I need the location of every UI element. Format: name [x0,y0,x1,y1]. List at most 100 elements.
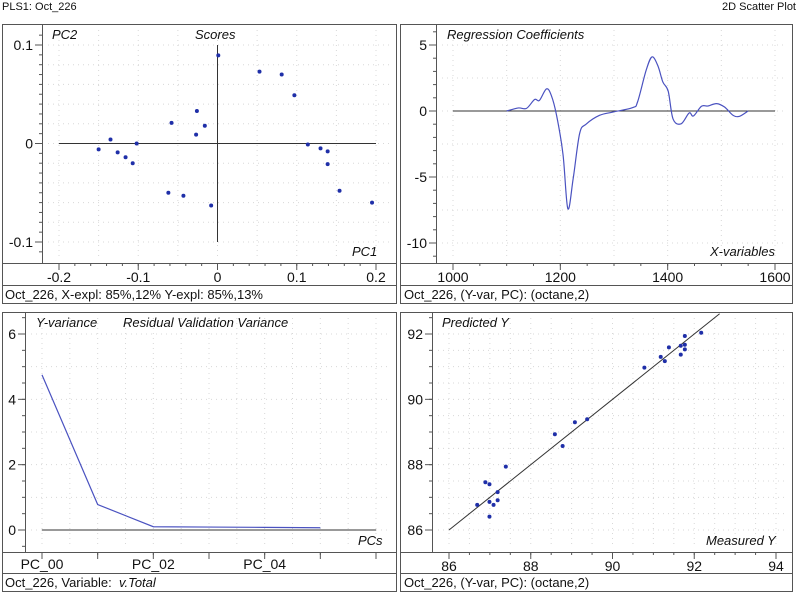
data-point [337,188,342,193]
data-point [552,432,557,437]
regcoef-title: Regression Coefficients [447,27,585,42]
y-tick-label: 0 [25,136,33,152]
panel-frame [400,312,793,592]
data-point [318,146,323,151]
data-point [108,137,113,142]
y-tick-label: 4 [8,391,16,407]
chart-panel-1: -10 -5 0 5 1000 1200 1400 1600 [400,24,793,304]
variance-footer-variable: v.Total [118,575,156,590]
data-point [257,69,262,74]
scores-footer: Oct_226, X-expl: 85%,12% Y-expl: 85%,13% [5,287,263,302]
y-tick-label: 2 [8,457,16,473]
data-point [682,342,687,347]
data-point [325,162,330,167]
data-point [682,347,687,352]
data-point [194,132,199,137]
data-point [169,120,174,125]
x-tick-label: 1400 [652,269,683,285]
x-tick-label: 0 [214,269,222,285]
variance-footer: Oct_226, Variable: v.Total [5,575,156,590]
data-point [678,352,683,357]
data-point [678,343,683,348]
data-point [585,417,590,422]
series-line [41,374,321,529]
data-point [130,161,135,166]
data-point [216,53,221,58]
x-tick-label: 94 [768,558,784,574]
y-tick-label: 86 [407,522,423,538]
data-point [123,155,128,160]
data-point [487,514,492,519]
x-tick-label: 90 [605,558,621,574]
predicted-ylabel: Predicted Y [442,315,509,330]
regcoef-footer: Oct_226, (Y-var, PC): (octane,2) [404,287,590,302]
x-tick-label: 1200 [545,269,576,285]
variance-xlabel: PCs [358,533,383,548]
data-point [699,330,704,335]
data-point [325,149,330,154]
data-point [134,141,139,146]
x-tick-label: 92 [686,558,702,574]
variance-title: Residual Validation Variance [123,315,289,330]
data-point [483,480,488,485]
data-point [370,200,375,205]
data-point [475,502,480,507]
y-tick-label: 90 [407,391,423,407]
scores-xlabel: PC1 [352,244,378,259]
data-point [279,72,284,77]
panel-frame [400,24,793,304]
data-point [209,203,214,208]
data-point [487,482,492,487]
x-tick-label: 86 [441,558,457,574]
data-point [305,142,310,147]
window-title: PLS1: Oct_226 [2,1,77,13]
x-tick-label: PC_04 [243,556,286,572]
variance-ylabel: Y-variance [36,315,98,330]
series-line [506,56,749,210]
y-tick-label: 88 [407,457,423,473]
x-tick-label: PC_00 [21,556,64,572]
data-point [292,93,297,98]
target-line [448,313,720,531]
x-tick-label: 1000 [437,269,468,285]
x-tick-label: -0.1 [126,269,150,285]
data-point [642,365,647,370]
x-tick-label: 1600 [759,269,790,285]
chart-panel-0: -0.1 0 0.1 -0.2 -0.1 0 0.1 0.2 [2,24,397,304]
x-tick-label: 0.1 [287,269,307,285]
chart-panel-2: 0 2 4 6 PC_00 PC_02 PC_04 [2,312,397,592]
predicted-footer: Oct_226, (Y-var, PC): (octane,2) [404,575,590,590]
y-tick-label: -5 [415,169,428,185]
data-point [115,150,120,155]
x-tick-label: 0.2 [366,269,386,285]
data-point [202,123,207,128]
chart-panel-3: 86 88 90 92 86 88 90 92 94 [400,312,793,592]
y-tick-label: -10 [407,235,427,251]
scores-title: Scores [195,27,236,42]
data-point [495,498,500,503]
plot-type-label: 2D Scatter Plot [722,1,796,13]
data-point [181,193,186,198]
panel-frame [2,24,397,304]
y-tick-label: -0.1 [9,234,33,250]
measured-xlabel: Measured Y [706,533,776,548]
x-tick-label: PC_02 [132,556,175,572]
data-point [666,345,671,350]
y-tick-label: 0 [419,103,427,119]
y-tick-label: 5 [419,37,427,53]
data-point [487,499,492,504]
data-point [96,147,101,152]
data-point [491,502,496,507]
regcoef-xlabel: X-variables [710,244,776,259]
data-point [166,190,171,195]
data-point [194,108,199,113]
y-tick-label: 6 [8,326,16,342]
y-tick-label: 0 [8,522,16,538]
y-tick-label: 0.1 [14,37,34,53]
x-tick-label: -0.2 [47,269,71,285]
data-point [662,359,667,364]
scores-ylabel: PC2 [52,27,78,42]
data-point [503,464,508,469]
panel-frame [2,312,397,592]
